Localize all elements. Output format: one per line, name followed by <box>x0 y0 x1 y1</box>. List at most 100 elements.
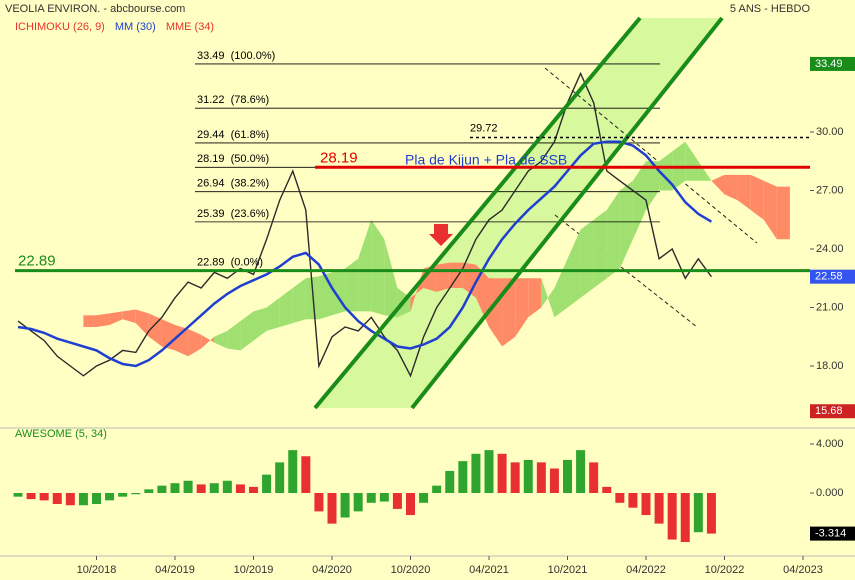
cloud-segment <box>750 174 764 220</box>
oscillator-bar <box>340 493 350 518</box>
cloud-segment <box>619 180 633 269</box>
oscillator-bar <box>301 456 311 493</box>
cloud-segment <box>175 325 189 357</box>
moving-average-line <box>17 140 713 368</box>
price-marker-label: 22.58 <box>815 271 843 283</box>
cloud-segment <box>580 219 594 298</box>
fibonacci-label: 29.44 (61.8%) <box>197 129 269 141</box>
price-marker <box>810 56 855 71</box>
cloud-segment <box>305 276 319 320</box>
cloud-segment <box>188 328 202 357</box>
cloud-segment <box>201 334 215 349</box>
cloud-segment <box>475 264 489 327</box>
oscillator-bar <box>497 453 507 493</box>
oscillator-bar <box>235 484 245 493</box>
oscillator-bar <box>144 489 154 493</box>
oscillator-bar <box>78 493 88 506</box>
cloud-segment <box>606 190 620 279</box>
channel-fill <box>315 18 722 408</box>
oscillator-bar <box>288 450 298 493</box>
oscillator-bar <box>92 493 101 505</box>
y-tick-label: 18.00 <box>816 360 844 372</box>
cloud-segment <box>279 288 293 327</box>
price-line <box>17 71 712 378</box>
oscillator-bar <box>576 450 586 493</box>
oscillator-bar <box>222 480 232 493</box>
oscillator-bar <box>157 485 167 493</box>
oscillator-bar <box>706 493 716 534</box>
cloud-segment <box>318 272 332 320</box>
oscillator-bar <box>589 462 599 493</box>
top-layer: 30.00 27.00 24.00 21.00 18.00 22.89 28.19 29.72… <box>15 21 855 576</box>
cloud-segment <box>253 307 267 341</box>
oscillator-bar <box>327 493 337 524</box>
cloud-segment <box>632 161 646 240</box>
cloud-segment <box>737 174 751 210</box>
cloud-segment <box>685 141 699 181</box>
cloud-segment <box>449 262 463 288</box>
cloud-layer <box>83 141 790 357</box>
oscillator-bar <box>419 493 429 503</box>
cloud-segment <box>410 268 424 312</box>
price-level-label: 28.19 <box>320 149 358 166</box>
cloud-segment <box>489 278 503 347</box>
legend-entry: MM (30) <box>115 21 156 33</box>
price-marker <box>810 404 855 419</box>
oscillator-bar <box>353 493 363 512</box>
last-value-label: -3.314 <box>815 528 846 540</box>
y-tick-label: 24.00 <box>816 243 844 255</box>
channel-line <box>313 16 642 410</box>
x-tick-label: 04/2022 <box>626 564 666 576</box>
oscillator-bar <box>628 493 638 508</box>
oscillator-bar <box>379 493 389 502</box>
oscillator-bar <box>262 474 272 493</box>
oscillator-bar <box>196 484 206 493</box>
cloud-segment <box>554 258 568 318</box>
oscillator-bar <box>432 485 442 493</box>
cloud-segment <box>358 219 372 312</box>
oscillator-bar <box>314 493 324 512</box>
trend-line <box>554 214 698 328</box>
oscillator-bar <box>105 493 115 501</box>
fibonacci-label: 33.49 (100.0%) <box>197 50 275 62</box>
cloud-segment <box>763 180 777 240</box>
cloud-segment <box>567 229 581 308</box>
x-tick-label: 04/2019 <box>155 564 195 576</box>
cloud-segment <box>384 239 398 318</box>
price-marker-label: 15.68 <box>815 405 843 417</box>
panel-title: AWESOME (5, 34) <box>15 428 107 440</box>
cloud-segment <box>528 278 542 318</box>
x-tick-label: 04/2021 <box>469 564 509 576</box>
fibonacci-label: 28.19 (50.0%) <box>197 153 269 165</box>
annotation: Pla de Kijun + Pla de SSB <box>405 152 567 168</box>
cloud-segment <box>371 219 385 316</box>
oscillator-bar <box>471 453 481 493</box>
oscillator-bar <box>680 493 690 542</box>
x-tick-label: 10/2020 <box>391 564 431 576</box>
oscillator-bar <box>654 493 664 524</box>
cloud-segment <box>724 174 738 201</box>
main-layer: 33.49 (100.0%) 31.22 (78.6%) 29.44 (61.8%)… <box>13 50 716 542</box>
oscillator-bar <box>52 493 62 505</box>
price-level-label: 22.89 <box>18 253 56 270</box>
price-marker-label: 33.49 <box>815 58 843 70</box>
cloud-segment <box>515 278 529 337</box>
legend-entry: MME (34) <box>166 21 214 33</box>
oscillator-bar <box>392 493 402 509</box>
cloud-segment <box>109 311 123 326</box>
signal-arrow <box>429 224 453 246</box>
oscillator-bar <box>667 493 677 540</box>
oscillator-bar <box>13 493 23 497</box>
oscillator-bar <box>693 493 703 533</box>
cloud-segment <box>593 210 607 288</box>
cloud-segment <box>436 262 450 292</box>
last-value-marker <box>810 526 855 541</box>
oscillator-bar <box>641 493 651 516</box>
channel-line <box>410 16 724 410</box>
cloud-segment <box>240 311 254 351</box>
oscillator-bar <box>406 493 415 516</box>
oscillator-bar <box>39 493 49 501</box>
oscillator-bar <box>458 461 468 493</box>
